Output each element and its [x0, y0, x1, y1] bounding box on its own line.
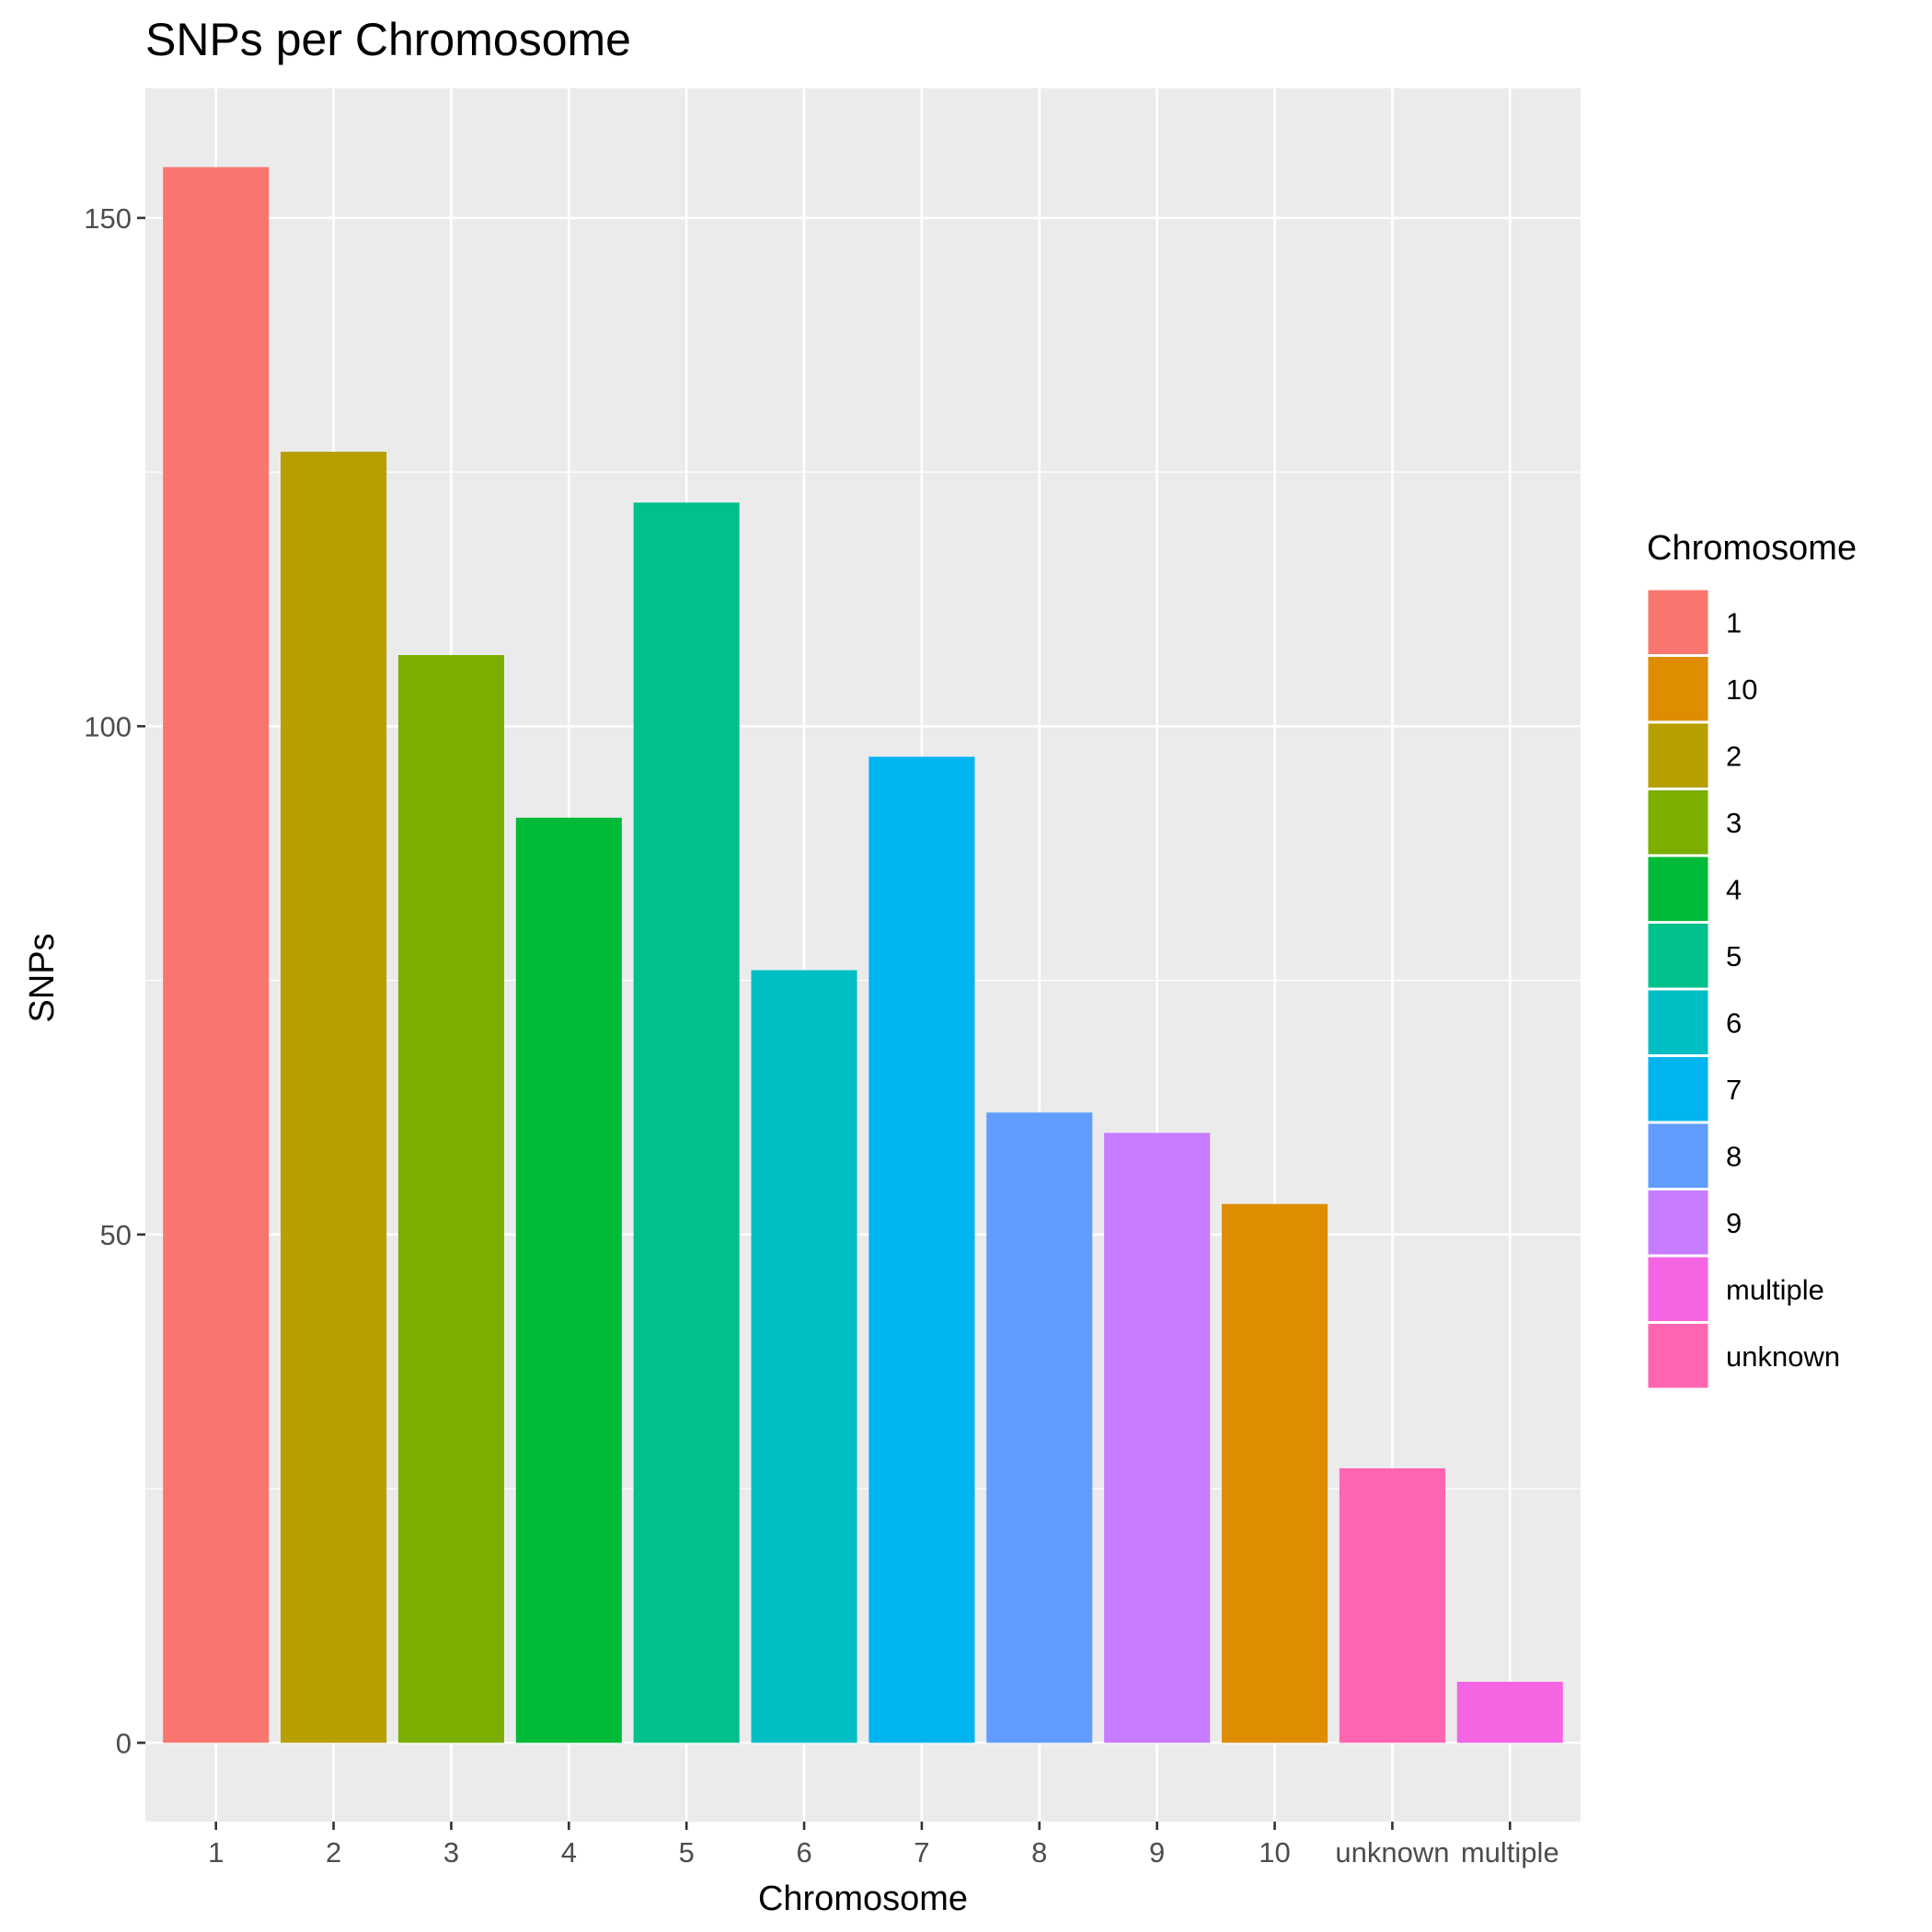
- plot-panel: [145, 88, 1581, 1822]
- x-tick-label: 2: [326, 1836, 341, 1869]
- legend-key: [1645, 654, 1711, 724]
- y-tick-label: 100: [84, 710, 132, 742]
- y-tick-label: 0: [116, 1727, 132, 1759]
- legend-label: 2: [1726, 740, 1742, 772]
- legend-label: multiple: [1726, 1273, 1824, 1305]
- legend: Chromosome 1 10 2 3 4 5 6 7 8 9 multiple unknown: [1645, 529, 1857, 1391]
- bar-1: [163, 167, 270, 1743]
- y-tick-label: 150: [84, 202, 132, 235]
- x-tick-label: 7: [914, 1836, 929, 1869]
- x-tick-label: 9: [1149, 1836, 1165, 1869]
- x-tick-label: 10: [1259, 1836, 1290, 1869]
- bar-multiple: [1456, 1682, 1563, 1743]
- y-axis: 0 50 100 150: [84, 202, 145, 1759]
- x-tick-label: unknown: [1335, 1836, 1449, 1869]
- x-tick-label: 4: [561, 1836, 577, 1869]
- legend-title: Chromosome: [1647, 529, 1857, 568]
- x-tick-label: multiple: [1461, 1836, 1559, 1869]
- legend-key: [1645, 921, 1711, 991]
- legend-label: 7: [1726, 1074, 1742, 1106]
- x-tick-label: 3: [443, 1836, 459, 1869]
- bar-10: [1222, 1203, 1328, 1743]
- bar-unknown: [1339, 1468, 1445, 1743]
- y-tick-label: 50: [100, 1219, 132, 1251]
- bar-3: [397, 655, 504, 1743]
- y-axis-title: SNPs: [23, 933, 62, 1022]
- x-tick-label: 1: [208, 1836, 224, 1869]
- legend-key: [1645, 987, 1711, 1057]
- legend-key: [1645, 720, 1711, 790]
- legend-key: [1645, 1321, 1711, 1391]
- legend-label: 6: [1726, 1006, 1742, 1039]
- bar-8: [986, 1112, 1093, 1743]
- x-tick-label: 5: [679, 1836, 695, 1869]
- x-tick-label: 8: [1031, 1836, 1047, 1869]
- legend-key: [1645, 1188, 1711, 1258]
- legend-key: [1645, 1121, 1711, 1190]
- legend-label: 3: [1726, 807, 1742, 839]
- legend-key: [1645, 1254, 1711, 1324]
- x-axis-title: Chromosome: [758, 1880, 968, 1918]
- legend-label: 8: [1726, 1140, 1742, 1172]
- legend-key: [1645, 788, 1711, 857]
- bar-4: [515, 817, 622, 1743]
- legend-key: [1645, 854, 1711, 924]
- bar-9: [1104, 1133, 1211, 1743]
- legend-label: 4: [1726, 873, 1742, 905]
- legend-key: [1645, 1054, 1711, 1124]
- bar-2: [281, 452, 387, 1743]
- bar-5: [633, 502, 740, 1743]
- legend-label: unknown: [1726, 1340, 1840, 1373]
- legend-label: 5: [1726, 940, 1742, 972]
- legend-label: 9: [1726, 1207, 1742, 1239]
- x-axis: 1 2 3 4 5 6 7 8 9 10 unknown multiple: [208, 1822, 1559, 1869]
- legend-label: 10: [1726, 673, 1757, 706]
- legend-key: [1645, 587, 1711, 657]
- chart-title: SNPs per Chromosome: [145, 14, 631, 65]
- bar-6: [751, 970, 857, 1743]
- bar-7: [868, 756, 975, 1743]
- legend-label: 1: [1726, 606, 1742, 638]
- x-tick-label: 6: [796, 1836, 811, 1869]
